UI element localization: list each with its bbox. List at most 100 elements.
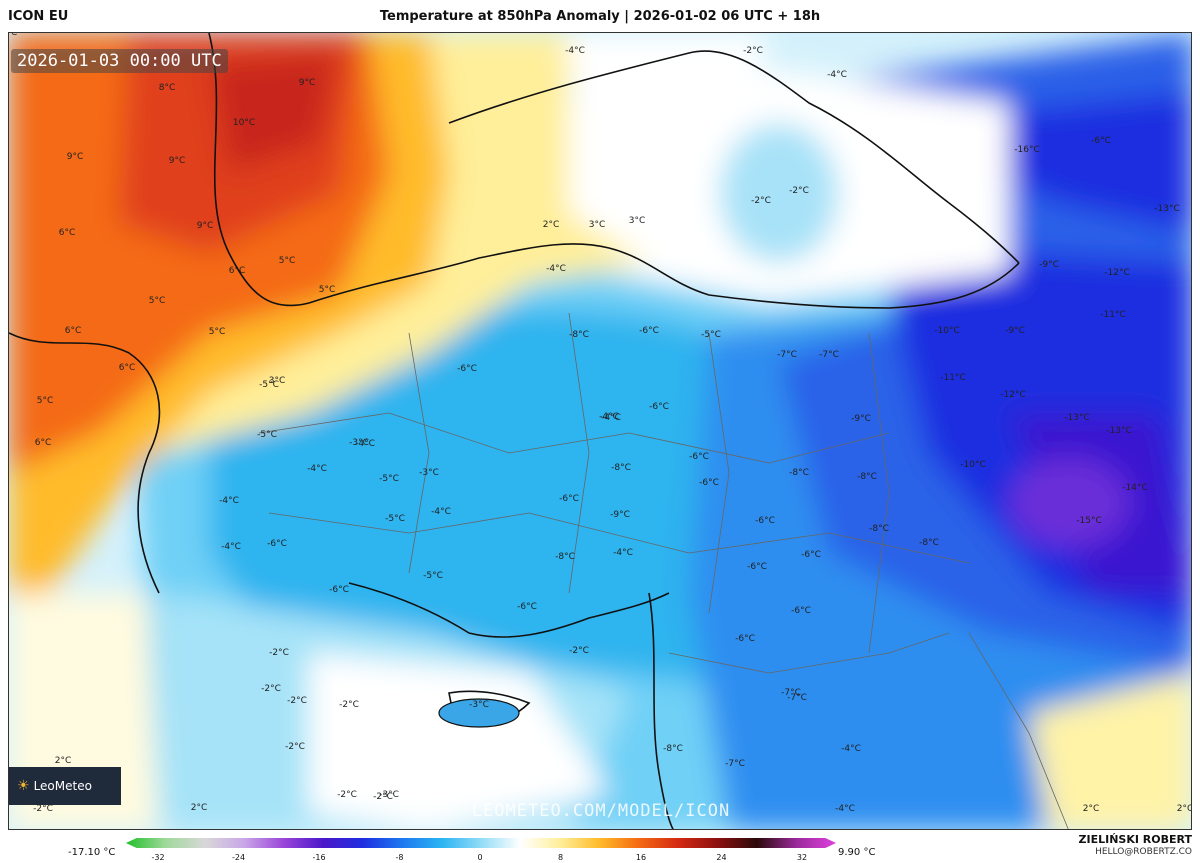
temperature-label: -6°C	[457, 364, 477, 374]
temperature-label: 10°C	[232, 118, 256, 128]
temperature-label: -5°C	[379, 474, 399, 484]
temperature-label: 9°C	[196, 221, 214, 231]
admin-borders	[258, 312, 1069, 829]
temperature-label: -7°C	[777, 350, 797, 360]
temperature-label: -9°C	[1039, 260, 1059, 270]
temperature-label: -13°C	[1064, 413, 1090, 423]
temperature-label: -2°C	[285, 742, 305, 752]
temperature-label: 6°C	[34, 438, 52, 448]
anomaly-map	[9, 33, 1191, 829]
header-bar: ICON EU Temperature at 850hPa Anomaly | …	[0, 0, 1200, 32]
temperature-label: -8°C	[555, 552, 575, 562]
temperature-label: 6°C	[228, 266, 246, 276]
temperature-label: -4°C	[355, 439, 375, 449]
temperature-label: -2°C	[287, 696, 307, 706]
temperature-label: -13°C	[1106, 426, 1132, 436]
temperature-label: -6°C	[517, 602, 537, 612]
temperature-label: 6°C	[118, 363, 136, 373]
colorbar-tick-label: 24	[716, 853, 727, 862]
temperature-label: -10°C	[960, 460, 986, 470]
temperature-label: -2°C	[33, 804, 53, 814]
temperature-label: -5°C	[257, 430, 277, 440]
temperature-label: -9°C	[1005, 326, 1025, 336]
colorbar-tick-label: 16	[635, 853, 647, 862]
temperature-label: -11°C	[1100, 310, 1126, 320]
colorbar-tick-label: -8	[395, 853, 404, 862]
temperature-label: -7°C	[787, 693, 807, 703]
colorbar-tick-label: 8	[557, 853, 564, 862]
colorbar-tick-label: -16	[312, 853, 326, 862]
logo-text: LeoMeteo	[33, 779, 92, 793]
temperature-label: 6°C	[58, 228, 76, 238]
watermark: LEOMETEO.COM/MODEL/ICON	[471, 801, 731, 821]
temperature-label: -6°C	[735, 634, 755, 644]
temperature-label: -2°C	[569, 646, 589, 656]
temperature-label: -4°C	[431, 507, 451, 517]
temperature-label: -4°C	[841, 744, 861, 754]
temperature-label: 3°C	[588, 220, 606, 230]
temperature-label: -7°C	[725, 759, 745, 769]
coastlines	[9, 33, 1020, 829]
temperature-label: -5°C	[423, 571, 443, 581]
temperature-label: -10°C	[934, 326, 960, 336]
colorbar-tick-label: -32	[151, 853, 165, 862]
temperature-label: -2°C	[789, 186, 809, 196]
temperature-label: -5°C	[259, 380, 279, 390]
chart-title: Temperature at 850hPa Anomaly | 2026-01-…	[379, 9, 821, 24]
colorbar-tick-label: -24	[231, 853, 246, 862]
temperature-label: 2°C	[1082, 804, 1100, 814]
temperature-label: -6°C	[755, 516, 775, 526]
temperature-label: -8°C	[569, 330, 589, 340]
temperature-label: -2°C	[743, 46, 763, 56]
temperature-label: -7°C	[819, 350, 839, 360]
temperature-label: 8°C	[158, 83, 176, 93]
temperature-label: -2°C	[337, 790, 357, 800]
temperature-label: 5°C	[208, 327, 226, 337]
temperature-label: 2°C	[190, 803, 208, 813]
temperature-label: -8°C	[869, 524, 889, 534]
temperature-label: -4°C	[565, 46, 585, 56]
temperature-label: 2°C	[54, 756, 72, 766]
colorbar-tick-label: 32	[796, 853, 808, 862]
author-email: HELLO@ROBERTZ.CO	[1095, 847, 1192, 857]
temperature-label: -8°C	[919, 538, 939, 548]
temperature-label: -2°C	[269, 648, 289, 658]
footer-bar: -17.10 °C -32 -24 -16 -8 0 8 16 24 32 9.90 °C ZI…	[0, 830, 1200, 863]
temperature-label: 2°C	[1176, 804, 1192, 814]
temperature-label: -4°C	[599, 412, 619, 422]
anomaly-shading	[9, 33, 1191, 829]
cyprus-shape	[438, 698, 520, 728]
temperature-label: -6°C	[689, 452, 709, 462]
temperature-label: 5°C	[278, 256, 296, 266]
temperature-label: 2°C	[542, 220, 560, 230]
colorbar-max: 9.90 °C	[838, 847, 876, 858]
sun-icon: ☀	[17, 778, 30, 794]
temperature-label: 3°C	[268, 376, 286, 386]
temperature-label: -11°C	[940, 373, 966, 383]
temperature-label: -6°C	[699, 478, 719, 488]
temperature-label: -2°C	[261, 684, 281, 694]
temperature-label: 6°C	[64, 326, 82, 336]
temperature-label: 5°C	[36, 396, 54, 406]
temperature-label: -4°C	[546, 264, 566, 274]
temperature-label: -9°C	[851, 414, 871, 424]
temperature-label: -4°C	[613, 548, 633, 558]
temperature-label: 5°C	[148, 296, 166, 306]
temperature-label: 5°C	[318, 285, 336, 295]
temperature-label: -3°C	[419, 468, 439, 478]
temperature-label: -2°C	[339, 700, 359, 710]
temperature-label: -6°C	[267, 539, 287, 549]
temperature-label: 9°C	[298, 78, 316, 88]
temperature-label: -9°C	[610, 510, 630, 520]
temperature-label: -12°C	[1104, 268, 1130, 278]
colorbar-tick-label: 0	[477, 853, 483, 862]
temperature-label: -2°C	[751, 196, 771, 206]
valid-time-label: 2026-01-03 00:00 UTC	[11, 49, 228, 73]
temperature-label: -4°C	[827, 70, 847, 80]
temperature-label: -4°C	[219, 496, 239, 506]
temperature-label: 9°C	[168, 156, 186, 166]
colorbar-min: -17.10 °C	[68, 847, 116, 858]
temperature-label: -5°C	[385, 514, 405, 524]
temperature-label: -3°C	[349, 438, 369, 448]
colorbar	[126, 838, 836, 848]
